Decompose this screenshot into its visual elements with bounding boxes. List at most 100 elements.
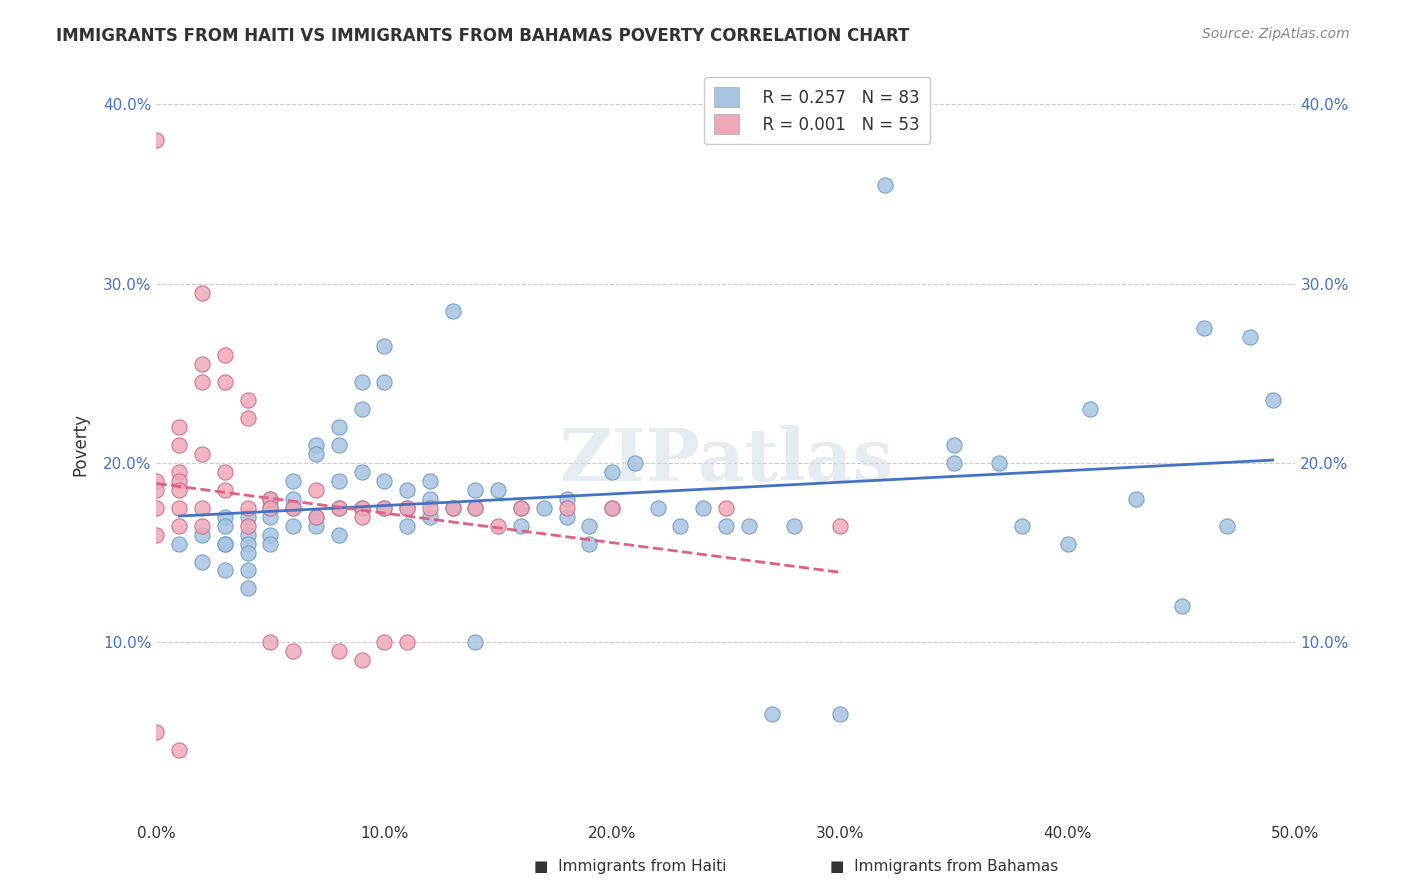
Point [373, 635, 395, 649]
Point [169, 500, 191, 515]
Point [419, 500, 441, 515]
Point [145, 527, 167, 541]
Point [283, 491, 305, 506]
Point [191, 527, 214, 541]
Point [191, 357, 214, 371]
Point [328, 527, 350, 541]
Point [259, 491, 281, 506]
Point [600, 500, 623, 515]
Point [305, 438, 328, 452]
Point [169, 420, 191, 434]
Point [283, 518, 305, 533]
Point [328, 474, 350, 488]
Point [464, 500, 486, 515]
Text: IMMIGRANTS FROM HAITI VS IMMIGRANTS FROM BAHAMAS POVERTY CORRELATION CHART: IMMIGRANTS FROM HAITI VS IMMIGRANTS FROM… [56, 27, 910, 45]
Text: Source: ZipAtlas.com: Source: ZipAtlas.com [1202, 27, 1350, 41]
Point [259, 500, 281, 515]
Point [283, 644, 305, 658]
Point [555, 509, 578, 524]
Legend:   R = 0.257   N = 83,   R = 0.001   N = 53: R = 0.257 N = 83, R = 0.001 N = 53 [704, 77, 931, 145]
Point [578, 536, 600, 550]
Point [259, 635, 281, 649]
Point [145, 474, 167, 488]
Point [350, 500, 373, 515]
Point [236, 500, 259, 515]
Point [191, 447, 214, 461]
Point [350, 465, 373, 479]
Point [259, 509, 281, 524]
Point [236, 536, 259, 550]
Point [283, 474, 305, 488]
Point [191, 555, 214, 569]
Point [283, 500, 305, 515]
Point [942, 438, 965, 452]
Point [486, 518, 509, 533]
Point [214, 518, 236, 533]
Point [214, 465, 236, 479]
Point [1125, 491, 1147, 506]
Y-axis label: Poverty: Poverty [72, 414, 89, 476]
Point [396, 518, 419, 533]
Point [259, 500, 281, 515]
Point [259, 491, 281, 506]
Point [236, 509, 259, 524]
Point [396, 483, 419, 497]
Point [738, 518, 761, 533]
Point [169, 438, 191, 452]
Point [350, 653, 373, 667]
Point [373, 376, 395, 390]
Point [236, 545, 259, 559]
Point [1011, 518, 1033, 533]
Point [486, 483, 509, 497]
Point [191, 518, 214, 533]
Point [988, 456, 1011, 470]
Point [214, 564, 236, 578]
Point [169, 536, 191, 550]
Point [350, 500, 373, 515]
Point [236, 518, 259, 533]
Point [236, 564, 259, 578]
Point [692, 500, 714, 515]
Point [373, 339, 395, 353]
Point [396, 500, 419, 515]
Point [647, 500, 669, 515]
Text: ZIPatlas: ZIPatlas [560, 425, 893, 496]
Point [783, 518, 806, 533]
Point [1170, 599, 1192, 614]
Point [283, 500, 305, 515]
Point [236, 582, 259, 596]
Point [350, 509, 373, 524]
Point [875, 178, 897, 192]
Point [259, 527, 281, 541]
Point [214, 348, 236, 362]
Point [510, 518, 533, 533]
Point [169, 518, 191, 533]
Point [214, 509, 236, 524]
Point [214, 376, 236, 390]
Point [942, 456, 965, 470]
Point [510, 500, 533, 515]
Point [191, 376, 214, 390]
Point [441, 500, 464, 515]
Point [236, 527, 259, 541]
Point [761, 706, 783, 721]
Point [191, 500, 214, 515]
Point [373, 474, 395, 488]
Point [464, 500, 486, 515]
Point [714, 518, 737, 533]
Point [669, 518, 692, 533]
Point [328, 420, 350, 434]
Point [510, 500, 533, 515]
Point [169, 465, 191, 479]
Point [1239, 330, 1261, 344]
Point [419, 474, 441, 488]
Point [305, 509, 328, 524]
Point [145, 133, 167, 147]
Point [828, 706, 851, 721]
Point [578, 518, 600, 533]
Point [169, 483, 191, 497]
Text: ■  Immigrants from Haiti: ■ Immigrants from Haiti [534, 859, 727, 874]
Point [1216, 518, 1239, 533]
Point [350, 402, 373, 417]
Point [214, 536, 236, 550]
